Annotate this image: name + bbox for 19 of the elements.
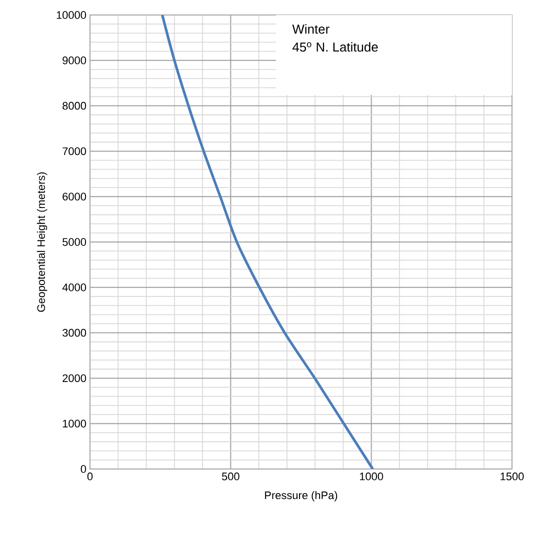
y-tick-label: 7000 — [62, 147, 86, 156]
y-tick-label: 3000 — [62, 328, 86, 337]
annotation: 45$^{o}$ N. Latitude — [292, 42, 378, 52]
y-axis-title: Geopotential Height (meters) — [36, 172, 48, 312]
y-tick-label: 6000 — [62, 192, 86, 200]
x-tick-label: 1000 — [360, 472, 384, 480]
y-tick-label: 8000 — [62, 102, 86, 110]
y-tick-label: 1000 — [62, 420, 86, 428]
x-tick-label: 500 — [222, 472, 240, 480]
y-tick-label: 5000 — [62, 238, 86, 246]
y-tick-label: 2000 — [62, 374, 86, 382]
y-tick-label: 0 — [80, 465, 86, 473]
x-axis-title: Pressure (hPa) — [265, 491, 338, 502]
x-tick-label: 0 — [87, 472, 93, 480]
y-tick-label: 9000 — [62, 56, 86, 64]
annotation: Winter — [292, 24, 330, 34]
y-tick-label: 4000 — [62, 284, 86, 292]
x-tick-label: 1500 — [500, 472, 524, 480]
y-tick-label: 10000 — [56, 11, 86, 19]
